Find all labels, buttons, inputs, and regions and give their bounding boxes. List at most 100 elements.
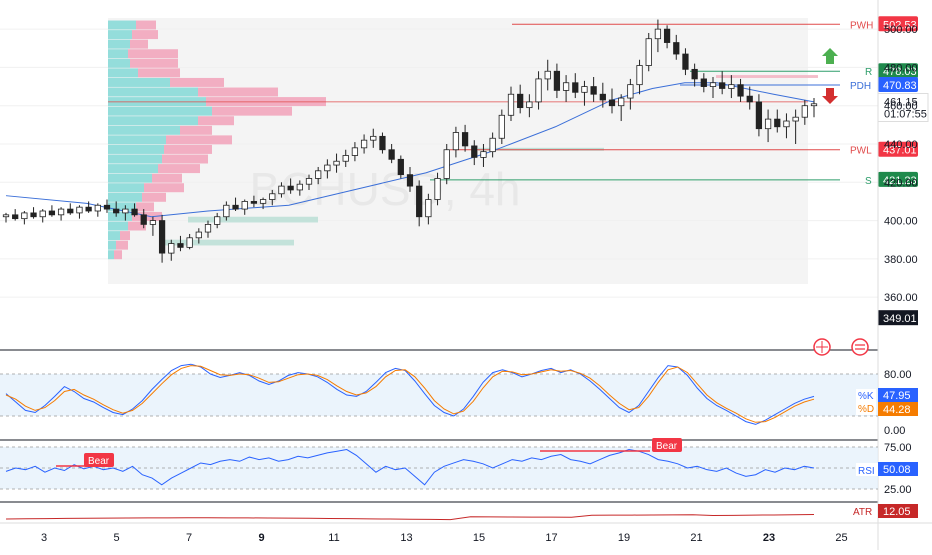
candle xyxy=(801,99,808,125)
volume-profile-bar-down xyxy=(120,231,130,241)
candle xyxy=(30,207,37,219)
candle-body xyxy=(48,210,56,216)
volume-profile-bar-down xyxy=(144,183,184,193)
time-axis[interactable]: 3 5 7 9 11 13 15 17 19 21 23 25 xyxy=(0,522,932,544)
candle xyxy=(85,201,92,213)
candle xyxy=(461,124,469,152)
level-price-tag[interactable] xyxy=(878,16,918,32)
stoch-tick-label: 0.00 xyxy=(884,425,905,437)
stoch-k-value-tag xyxy=(878,388,918,402)
candle-body xyxy=(618,97,625,107)
atr-name-tag xyxy=(850,504,876,518)
candle-body xyxy=(792,116,799,122)
candle xyxy=(12,209,19,221)
volume-profile-bar-up xyxy=(108,106,212,116)
volume-profile-bar-down xyxy=(138,68,180,78)
candle-body xyxy=(12,214,19,220)
stoch-d-value: 44.28 xyxy=(883,404,911,416)
price-axis[interactable]: 500.00 480.00 460.00 440.00 420.00 400.00 380.… xyxy=(884,24,918,304)
level-label: PWL xyxy=(850,146,872,157)
candle xyxy=(709,77,717,99)
candle-body xyxy=(131,208,138,216)
time-tick-label: 5 xyxy=(113,532,119,544)
candle-body xyxy=(241,201,248,210)
candle-body xyxy=(746,95,753,103)
candle-body xyxy=(94,204,101,212)
candle xyxy=(728,75,735,99)
candle xyxy=(76,205,83,219)
candle-body xyxy=(214,216,221,225)
level-label: PWH xyxy=(850,20,873,31)
level-price-value: 421.23 xyxy=(883,175,917,187)
candle-body xyxy=(590,86,597,95)
candle-body xyxy=(755,101,763,130)
candle-body xyxy=(287,185,294,191)
volume-profile-bar-up xyxy=(108,135,166,145)
candle-body xyxy=(351,147,359,156)
level-price-tag[interactable] xyxy=(878,63,918,79)
candle-body xyxy=(682,53,689,70)
volume-profile-bar-down xyxy=(132,211,162,221)
rsi-tick-label: 75.00 xyxy=(884,442,912,454)
volume-profile-bar-down xyxy=(132,30,158,40)
candle xyxy=(388,144,395,164)
candle xyxy=(140,209,147,229)
candle xyxy=(333,153,340,173)
candle-body xyxy=(663,28,671,43)
replay-icon[interactable] xyxy=(813,338,831,356)
candle-body xyxy=(553,70,561,91)
level-label: PDH xyxy=(850,81,871,92)
candle-body xyxy=(333,160,340,166)
volume-profile-bar-down xyxy=(128,49,178,59)
candle-body xyxy=(223,204,230,218)
candle xyxy=(214,212,221,229)
candle xyxy=(663,25,671,49)
volume-profile-bar-up xyxy=(108,116,198,126)
volume-profile-bar-up xyxy=(108,77,170,87)
stoch-k-tag xyxy=(856,389,876,402)
alert-icon[interactable] xyxy=(851,338,869,356)
volume-profile-bar-down xyxy=(164,144,212,154)
candle xyxy=(645,32,652,72)
low-price-tag[interactable] xyxy=(878,310,918,326)
up-arrow-icon xyxy=(822,48,838,64)
level-price-tag[interactable] xyxy=(878,171,918,187)
candle-body xyxy=(30,212,37,218)
candle xyxy=(572,73,579,99)
volume-profile-bar-down xyxy=(128,221,146,231)
time-tick-label: 11 xyxy=(328,532,339,544)
down-arrow-icon xyxy=(822,88,838,104)
candle-body xyxy=(39,210,46,218)
volume-profile-bar-down xyxy=(180,125,212,135)
volume-profile-bar-up xyxy=(108,154,162,164)
volume-profile-bar-down xyxy=(166,135,232,145)
price-tick-label: 400.00 xyxy=(884,216,918,228)
candle xyxy=(608,88,616,114)
candle xyxy=(379,132,386,154)
current-price-tag[interactable] xyxy=(877,93,929,123)
level-price-tag[interactable] xyxy=(878,141,918,157)
volume-profile-bar-up xyxy=(108,231,120,241)
candle xyxy=(792,109,799,144)
rsi-value: 50.08 xyxy=(883,464,911,476)
candle-body xyxy=(801,105,808,118)
volume-profile-bar-up xyxy=(108,39,130,49)
candle xyxy=(232,197,239,211)
candle xyxy=(287,178,294,194)
level-price-tag[interactable] xyxy=(878,76,918,92)
candle-body xyxy=(461,132,469,147)
volume-profile-bar-down xyxy=(130,39,148,49)
demand-zone xyxy=(188,216,318,223)
candle xyxy=(48,205,56,217)
candle xyxy=(627,78,634,110)
price-tick-label: 440.00 xyxy=(884,139,918,151)
candle-body xyxy=(158,220,166,254)
supply-zone xyxy=(716,75,818,78)
candle xyxy=(507,86,515,122)
candle-body xyxy=(691,68,698,80)
candle xyxy=(351,142,359,162)
candle xyxy=(94,203,101,217)
